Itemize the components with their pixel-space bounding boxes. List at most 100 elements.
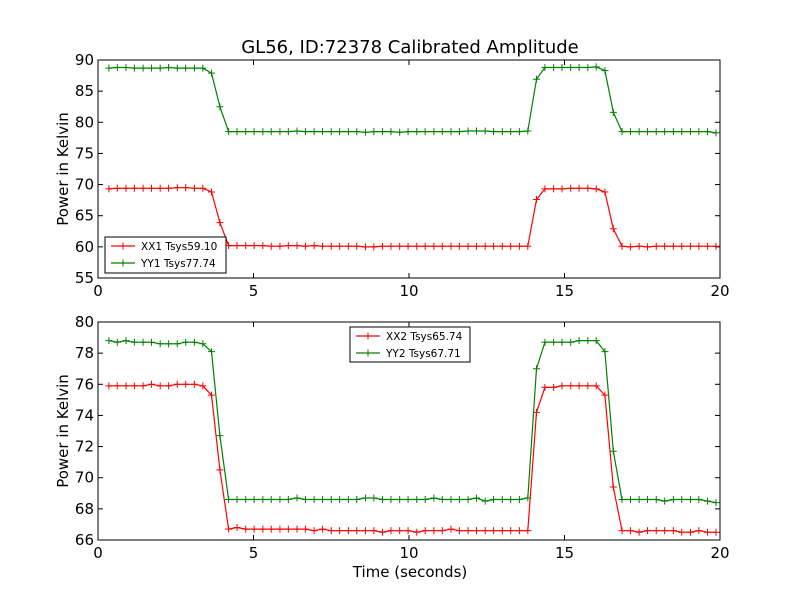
data-point-yy2 <box>678 496 686 504</box>
data-point-yy2 <box>609 447 617 455</box>
data-point-yy1 <box>447 128 455 136</box>
data-point-xx2 <box>259 525 267 533</box>
x-tick-label: 5 <box>249 544 259 562</box>
data-point-yy1 <box>165 63 173 71</box>
data-point-yy2 <box>396 496 404 504</box>
data-point-yy1 <box>139 64 147 72</box>
data-point-xx1 <box>575 184 583 192</box>
data-point-yy2 <box>147 338 155 346</box>
data-point-yy2 <box>216 432 224 440</box>
data-point-xx1 <box>644 243 652 251</box>
data-point-xx2 <box>353 527 361 535</box>
data-point-xx2 <box>336 527 344 535</box>
data-point-yy2 <box>567 338 575 346</box>
data-point-yy2 <box>550 338 558 346</box>
data-point-yy1 <box>567 63 575 71</box>
data-point-xx2 <box>686 528 694 536</box>
x-tick-label: 20 <box>710 544 729 562</box>
data-point-yy2 <box>310 496 318 504</box>
data-point-yy2 <box>404 496 412 504</box>
data-point-yy2 <box>481 497 489 505</box>
data-point-xx2 <box>387 527 395 535</box>
x-tick-label: 15 <box>555 544 574 562</box>
data-point-xx1 <box>490 242 498 250</box>
data-point-yy1 <box>498 128 506 136</box>
data-point-xx1 <box>387 242 395 250</box>
data-point-yy2 <box>233 496 241 504</box>
data-point-yy1 <box>438 128 446 136</box>
data-point-xx2 <box>216 466 224 474</box>
data-point-yy1 <box>233 128 241 136</box>
bottom-subplot: Power in Kelvin Time (seconds) 0 5 10 15 20 6… <box>54 313 730 581</box>
data-point-xx1 <box>182 184 190 192</box>
data-point-xx2 <box>661 527 669 535</box>
data-point-xx1 <box>626 243 634 251</box>
y-tick-label: 72 <box>75 438 94 456</box>
data-point-yy2 <box>455 496 463 504</box>
data-point-yy2 <box>669 496 677 504</box>
data-point-xx2 <box>225 525 233 533</box>
data-point-yy1 <box>301 128 309 136</box>
data-point-xx2 <box>575 382 583 390</box>
data-point-xx1 <box>550 185 558 193</box>
data-point-yy1 <box>130 64 138 72</box>
x-tick-label: 5 <box>249 282 259 300</box>
data-point-yy2 <box>267 496 275 504</box>
data-point-yy2 <box>105 337 113 345</box>
data-point-yy1 <box>396 128 404 136</box>
data-point-yy2 <box>276 496 284 504</box>
data-point-yy1 <box>533 75 541 83</box>
data-point-xx1 <box>404 242 412 250</box>
data-point-xx2 <box>635 528 643 536</box>
data-point-xx1 <box>592 185 600 193</box>
data-point-yy1 <box>208 69 216 77</box>
data-point-xx2 <box>344 527 352 535</box>
data-point-xx2 <box>319 525 327 533</box>
data-point-yy1 <box>541 63 549 71</box>
y-tick-label: 80 <box>75 313 94 331</box>
data-point-xx2 <box>550 383 558 391</box>
data-point-xx1 <box>618 242 626 250</box>
data-point-xx1 <box>481 242 489 250</box>
y-tick-label: 70 <box>75 176 94 194</box>
data-point-yy2 <box>353 496 361 504</box>
data-point-xx1 <box>361 243 369 251</box>
data-point-xx1 <box>635 242 643 250</box>
data-point-yy1 <box>387 128 395 136</box>
data-point-xx2 <box>233 524 241 532</box>
data-point-yy1 <box>669 128 677 136</box>
data-point-yy2 <box>498 496 506 504</box>
data-point-yy1 <box>276 128 284 136</box>
data-point-xx1 <box>601 188 609 196</box>
data-point-yy2 <box>387 496 395 504</box>
data-point-xx1 <box>678 242 686 250</box>
data-point-xx1 <box>379 242 387 250</box>
data-point-yy1 <box>267 128 275 136</box>
data-point-yy1 <box>678 128 686 136</box>
data-point-xx1 <box>533 196 541 204</box>
data-point-xx2 <box>652 527 660 535</box>
data-point-yy1 <box>592 63 600 71</box>
data-point-xx2 <box>464 527 472 535</box>
data-point-yy1 <box>515 128 523 136</box>
y-tick-label: 74 <box>75 406 94 424</box>
top-subplot: GL56, ID:72378 Calibrated Amplitude Powe… <box>54 37 730 300</box>
data-point-xx2 <box>609 483 617 491</box>
data-point-yy2 <box>139 338 147 346</box>
data-point-yy1 <box>644 128 652 136</box>
legend-label: YY1 Tsys77.74 <box>140 258 216 270</box>
data-point-xx1 <box>122 184 130 192</box>
bottom-legend: XX2 Tsys65.74 YY2 Tsys67.71 <box>349 326 471 363</box>
data-point-xx2 <box>472 527 480 535</box>
data-point-yy1 <box>156 64 164 72</box>
data-point-xx1 <box>472 242 480 250</box>
data-point-yy2 <box>208 348 216 356</box>
data-point-xx1 <box>413 242 421 250</box>
series-line-xx2 <box>108 383 716 533</box>
data-point-yy2 <box>507 496 515 504</box>
data-point-xx2 <box>370 527 378 535</box>
bottom-y-axis-label: Power in Kelvin <box>54 374 72 488</box>
data-point-yy1 <box>584 63 592 71</box>
y-tick-label: 68 <box>75 500 94 518</box>
data-point-yy1 <box>361 128 369 136</box>
